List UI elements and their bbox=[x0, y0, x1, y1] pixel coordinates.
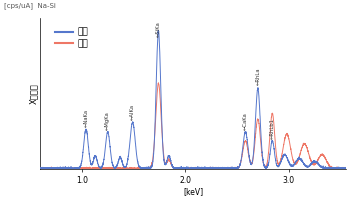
Text: ←SiKa: ←SiKa bbox=[156, 22, 161, 37]
Text: ←MgKa: ←MgKa bbox=[105, 111, 110, 130]
Text: [cps/uA]  Na-Si: [cps/uA] Na-Si bbox=[4, 2, 55, 9]
Text: ←AlKa: ←AlKa bbox=[130, 104, 135, 120]
Text: ←NaKa: ←NaKa bbox=[84, 109, 89, 127]
Legend: 真空, 大気: 真空, 大気 bbox=[51, 24, 92, 52]
Text: ←RhLa: ←RhLa bbox=[256, 68, 260, 85]
Y-axis label: X線強度: X線強度 bbox=[29, 83, 38, 104]
X-axis label: [keV]: [keV] bbox=[183, 187, 203, 196]
Text: ←CaKa: ←CaKa bbox=[243, 112, 248, 130]
Text: ←RhLb1: ←RhLb1 bbox=[270, 118, 275, 139]
